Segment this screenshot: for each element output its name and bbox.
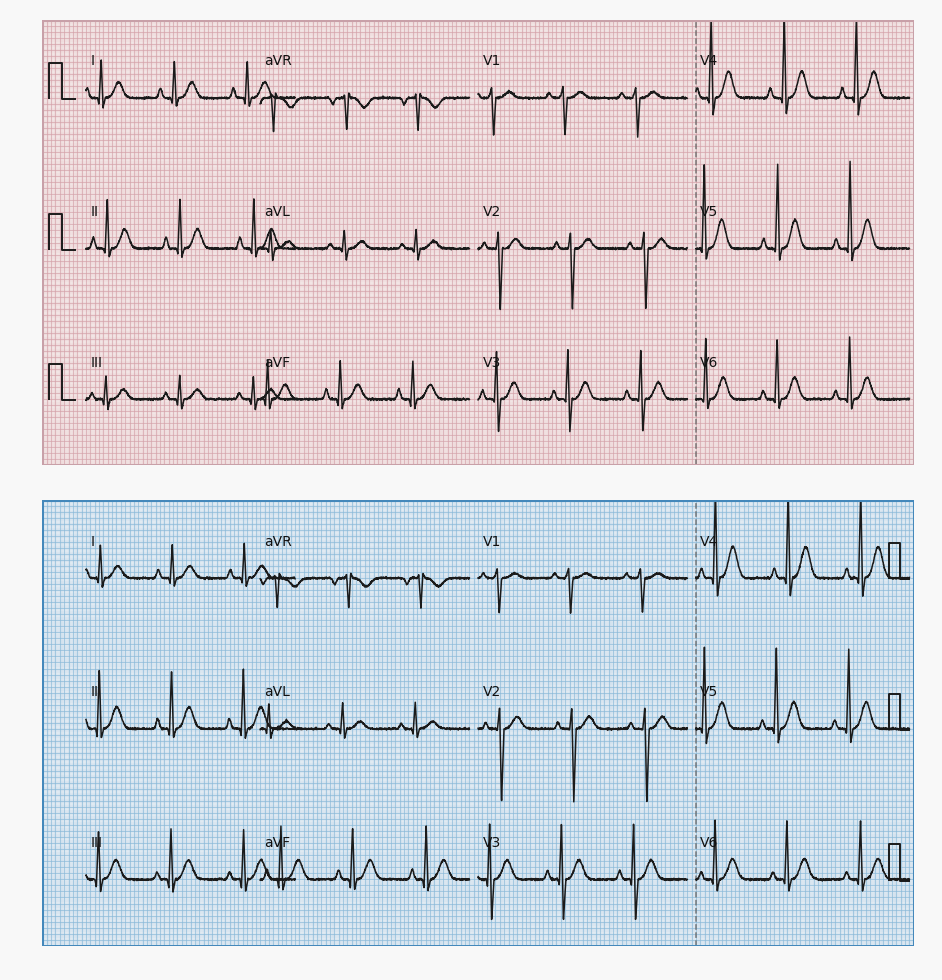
Text: aVF: aVF	[265, 836, 291, 850]
Text: V3: V3	[482, 836, 500, 850]
Text: V1: V1	[482, 55, 501, 69]
Text: II: II	[90, 685, 98, 700]
Text: aVR: aVR	[265, 55, 292, 69]
Text: V6: V6	[700, 836, 719, 850]
Text: I: I	[90, 535, 94, 549]
Text: V4: V4	[700, 55, 719, 69]
Text: I: I	[90, 55, 94, 69]
Text: II: II	[90, 205, 98, 220]
Text: aVR: aVR	[265, 535, 292, 549]
Text: V5: V5	[700, 205, 719, 220]
Text: V5: V5	[700, 685, 719, 700]
Text: aVL: aVL	[265, 205, 290, 220]
Text: V1: V1	[482, 535, 501, 549]
Text: V4: V4	[700, 535, 719, 549]
Text: aVL: aVL	[265, 685, 290, 700]
Text: V2: V2	[482, 685, 500, 700]
Text: V2: V2	[482, 205, 500, 220]
Text: aVF: aVF	[265, 356, 291, 369]
Bar	[42, 20, 914, 466]
Text: III: III	[90, 356, 103, 369]
Text: III: III	[90, 836, 103, 850]
Text: V3: V3	[482, 356, 500, 369]
Text: V6: V6	[700, 356, 719, 369]
Bar	[42, 500, 914, 946]
